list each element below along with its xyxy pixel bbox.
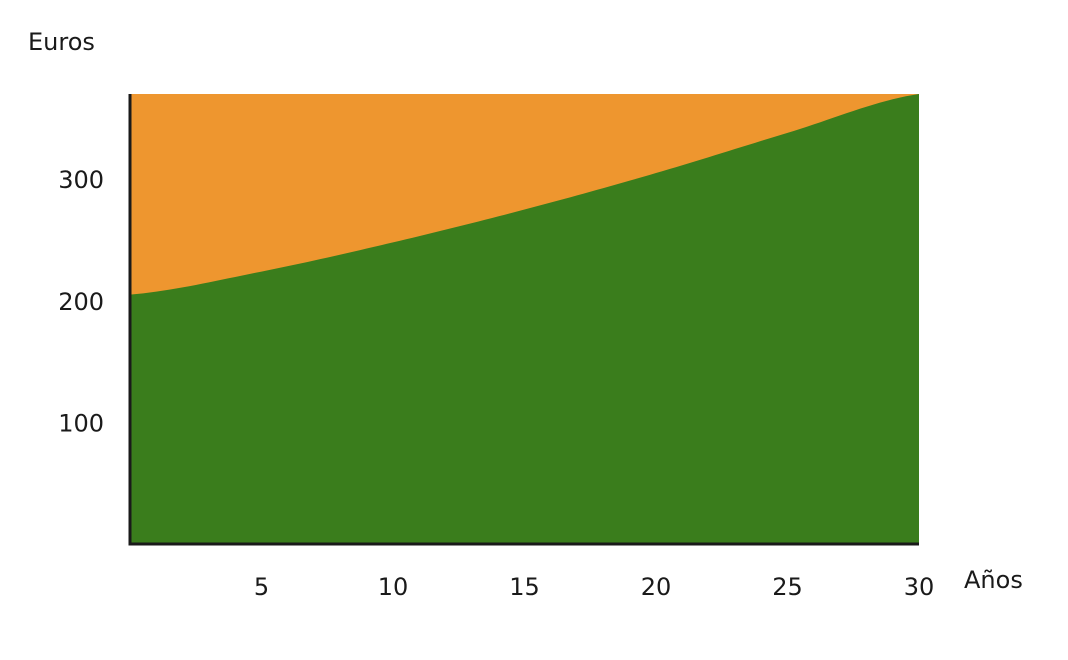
y-tick-labels: 100 200 300	[58, 166, 104, 437]
x-tick-label: 10	[378, 573, 409, 601]
x-tick-label: 5	[254, 573, 269, 601]
x-tick-label: 20	[641, 573, 672, 601]
x-axis-title: Años	[964, 566, 1023, 594]
y-tick-label: 200	[58, 288, 104, 316]
x-tick-label: 30	[904, 573, 935, 601]
x-tick-label: 15	[509, 573, 540, 601]
y-tick-label: 100	[58, 409, 104, 437]
y-axis-title: Euros	[28, 28, 95, 56]
green-area-series	[130, 94, 919, 544]
x-tick-labels: 5 10 15 20 25 30	[254, 573, 934, 601]
y-tick-label: 300	[58, 166, 104, 194]
x-tick-label: 25	[772, 573, 803, 601]
